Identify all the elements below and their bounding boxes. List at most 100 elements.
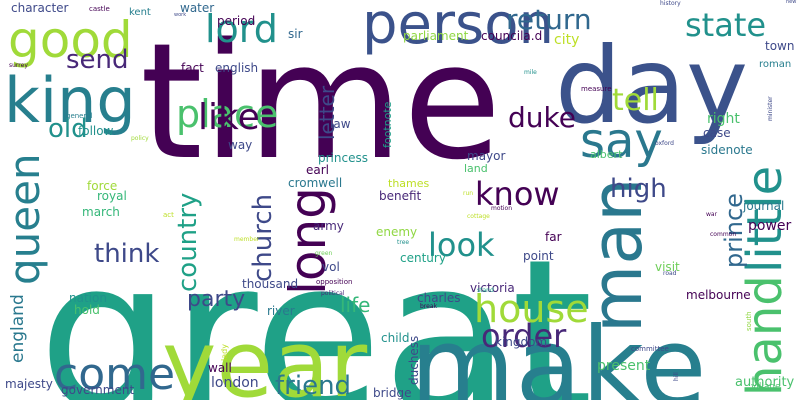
word-character: character [11, 1, 69, 16]
word-power: power [748, 217, 792, 234]
word-surrey: surrey [9, 62, 28, 70]
word-melbourne: melbourne [686, 288, 751, 303]
word-look: look [428, 226, 495, 265]
word-place: place [176, 91, 279, 136]
word-follow: follow [78, 124, 114, 139]
word-way: way [228, 138, 253, 153]
word-majesty: majesty [5, 377, 53, 392]
word-lady: lady [220, 344, 229, 361]
word-return: return [506, 2, 592, 36]
word-present: present [597, 357, 651, 374]
word-king: king [4, 64, 136, 138]
word-south: south [745, 311, 753, 331]
word-period: period [217, 14, 256, 29]
word-councila-d: councila.d [481, 29, 543, 44]
word-town: town [765, 39, 795, 54]
word-road: road [663, 270, 677, 278]
word-order: order [481, 317, 567, 356]
word-hold: hold [74, 303, 100, 318]
word-cromwell: cromwell [288, 176, 343, 191]
word-vol: vol [322, 260, 340, 275]
word-year: year [162, 311, 368, 400]
word-earl: earl [306, 163, 330, 178]
word-green: green [315, 250, 333, 258]
word-nation: nation [69, 291, 107, 306]
word-benefit: benefit [379, 189, 422, 204]
word-duke: duke [508, 100, 576, 134]
word-albert: albert [590, 148, 623, 162]
word-time: time [140, 8, 502, 195]
word-city: city [554, 31, 580, 48]
word-house: house [474, 286, 589, 331]
word-duchess: duchess [407, 335, 421, 385]
word-minister: minister [767, 96, 774, 121]
word-motion: motion [491, 205, 513, 213]
word-river: river [267, 304, 295, 319]
word-common: common [710, 231, 737, 239]
word-point: point [523, 249, 554, 264]
word-day: day [555, 25, 749, 147]
word-stand: stand [477, 287, 494, 295]
word-life: life [340, 293, 371, 317]
word-sidenote: sidenote [701, 143, 753, 158]
word-far: far [545, 230, 562, 245]
word-parliament: parliament [403, 29, 469, 44]
word-journal: journal [743, 199, 785, 214]
word-like: like [198, 97, 260, 139]
word-tree: tree [397, 239, 410, 247]
word-england: england [8, 294, 28, 363]
word-country: country [173, 192, 203, 292]
word-run: run [463, 190, 474, 198]
word-kingdom: kingdom [495, 335, 548, 350]
word-case: case [703, 126, 731, 141]
word-victoria: victoria [470, 281, 515, 296]
word-good: good [8, 11, 133, 69]
word-government: government [61, 383, 135, 398]
word-say: say [580, 112, 663, 169]
word-break: break [420, 303, 437, 311]
word-march: march [82, 205, 120, 220]
word-measure: measure [581, 85, 612, 94]
word-child: child [381, 331, 410, 346]
word-come: come [54, 348, 176, 400]
word-century: century [400, 251, 446, 266]
word-village: village [751, 381, 781, 392]
word-opposition: opposition [316, 278, 353, 287]
word-london: london [211, 374, 259, 391]
word-enemy: enemy [376, 225, 418, 240]
word-send: send [66, 45, 129, 76]
word-queen: queen [0, 153, 49, 285]
word-oxford: oxford [655, 140, 674, 148]
word-roman: roman [759, 59, 792, 70]
word-member: member [234, 236, 260, 244]
word-law: law [330, 117, 351, 132]
word-work: work [174, 12, 187, 18]
word-footnote: footnote [381, 101, 394, 148]
word-hill: hill [673, 372, 680, 381]
word-war: war [706, 211, 718, 219]
word-make: make [410, 304, 707, 400]
word-new: new [786, 0, 797, 5]
word-force: force [87, 179, 118, 194]
word-bridge: bridge [373, 386, 412, 400]
word-letter: letter [315, 85, 339, 140]
word-water: water [180, 1, 215, 16]
word-fact: fact [181, 61, 204, 76]
word-cottage: cottage [467, 213, 490, 221]
word-think: think [94, 239, 160, 270]
word-act: act [163, 211, 174, 220]
word-princess: princess [318, 151, 368, 166]
word-land: land [464, 162, 488, 176]
word-lord: lord [205, 6, 278, 51]
word-kent: kent [129, 7, 151, 18]
word-friend: friend [275, 371, 352, 400]
word-policy: policy [131, 135, 149, 143]
word-mayor: mayor [467, 149, 506, 164]
word-visit: visit [655, 260, 680, 275]
word-royal: royal [97, 189, 127, 204]
word-history: history [660, 0, 681, 8]
word-tell: tell [612, 83, 659, 118]
word-wall: wall [208, 361, 232, 376]
word-know: know [475, 175, 560, 214]
